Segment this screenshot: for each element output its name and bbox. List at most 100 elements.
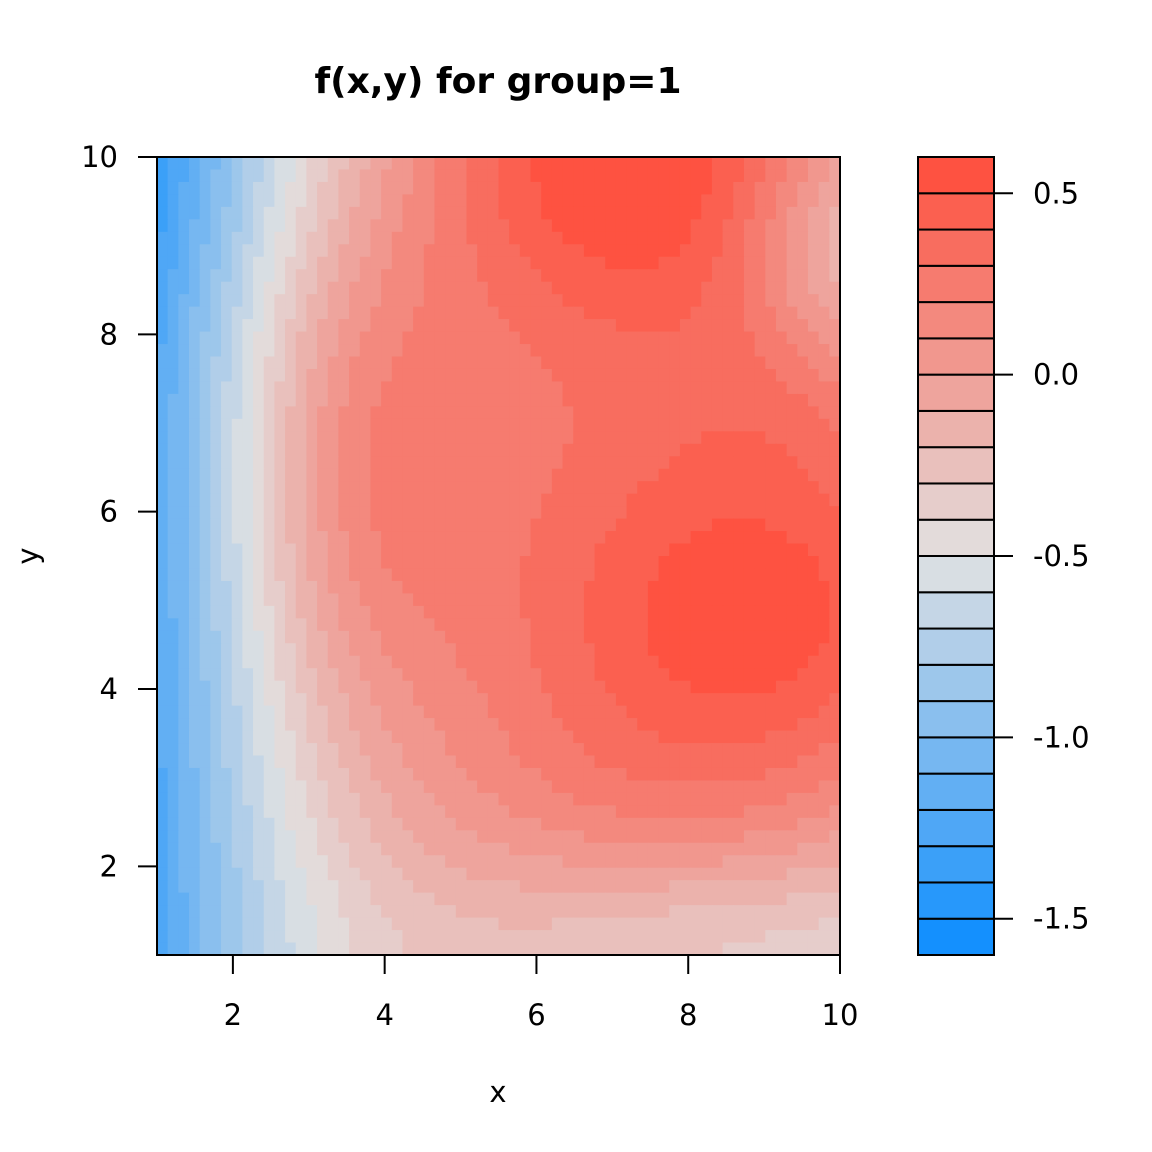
contour-cell	[733, 294, 745, 308]
contour-cell	[167, 356, 179, 370]
contour-cell	[797, 368, 809, 383]
contour-cell	[285, 830, 297, 844]
contour-cell	[370, 830, 382, 844]
contour-cell	[722, 705, 734, 719]
contour-cell	[562, 755, 574, 769]
contour-cell	[658, 256, 670, 270]
contour-cell	[733, 693, 745, 707]
contour-cell	[711, 655, 724, 669]
contour-cell	[274, 630, 286, 644]
contour-cell	[295, 356, 307, 370]
contour-cell	[690, 655, 702, 669]
contour-cell	[231, 269, 243, 283]
contour-cell	[562, 443, 574, 457]
contour-cell	[455, 256, 468, 270]
contour-cell	[167, 543, 179, 557]
contour-cell	[391, 518, 404, 532]
contour-cell	[423, 157, 436, 171]
contour-cell	[498, 892, 510, 906]
contour-cell	[701, 244, 713, 258]
contour-cell	[519, 593, 532, 607]
contour-cell	[605, 730, 617, 744]
contour-cell	[178, 668, 190, 682]
contour-cell	[370, 867, 382, 881]
contour-cell	[285, 580, 297, 595]
contour-cell	[242, 468, 254, 482]
contour-cell	[679, 755, 692, 769]
contour-cell	[391, 817, 404, 831]
contour-cell	[455, 630, 468, 644]
contour-cell	[775, 518, 788, 532]
contour-cell	[615, 892, 628, 906]
contour-cell	[189, 880, 201, 894]
contour-cell	[349, 157, 361, 171]
contour-cell	[775, 880, 788, 894]
contour-cell	[327, 481, 340, 495]
contour-cell	[381, 468, 393, 482]
contour-cell	[818, 169, 830, 183]
contour-cell	[519, 855, 532, 869]
contour-cell	[551, 181, 564, 196]
contour-cell	[669, 892, 681, 906]
contour-cell	[829, 718, 841, 732]
contour-cell	[658, 306, 670, 320]
contour-cell	[519, 181, 532, 196]
contour-cell	[423, 256, 436, 270]
contour-cell	[626, 556, 638, 570]
contour-cell	[370, 568, 382, 582]
contour-cell	[167, 580, 179, 595]
contour-cell	[818, 805, 830, 819]
contour-cell	[797, 668, 809, 682]
contour-cell	[519, 319, 532, 333]
contour-cell	[285, 206, 297, 220]
contour-cell	[509, 406, 521, 420]
contour-cell	[434, 930, 446, 944]
contour-cell	[807, 194, 820, 208]
contour-cell	[445, 294, 457, 308]
contour-cell	[477, 393, 489, 407]
contour-cell	[253, 331, 265, 345]
contour-cell	[583, 605, 596, 619]
contour-cell	[210, 506, 222, 520]
contour-cell	[242, 418, 254, 432]
contour-cell	[605, 618, 617, 632]
contour-cell	[285, 393, 297, 407]
contour-cell	[455, 568, 468, 582]
contour-cell	[594, 805, 606, 819]
contour-cell	[445, 605, 457, 619]
contour-cell	[733, 393, 745, 407]
contour-cell	[519, 393, 532, 407]
contour-cell	[199, 905, 211, 919]
contour-cell	[743, 493, 756, 507]
contour-cell	[423, 468, 436, 482]
contour-cell	[519, 905, 532, 919]
contour-cell	[167, 481, 179, 495]
contour-cell	[402, 830, 414, 844]
contour-cell	[178, 556, 190, 570]
contour-cell	[338, 817, 350, 831]
contour-cell	[765, 181, 777, 196]
contour-cell	[551, 431, 564, 445]
contour-cell	[445, 344, 457, 358]
contour-cell	[221, 917, 233, 931]
contour-cell	[263, 281, 275, 295]
contour-cell	[231, 368, 243, 383]
contour-cell	[402, 456, 414, 470]
contour-cell	[605, 693, 617, 707]
contour-cell	[701, 543, 713, 557]
contour-cell	[605, 331, 617, 345]
contour-cell	[263, 568, 275, 582]
contour-cell	[679, 157, 692, 171]
contour-cell	[509, 867, 521, 881]
contour-cell	[797, 930, 809, 944]
contour-cell	[807, 157, 820, 171]
contour-cell	[765, 418, 777, 432]
contour-cell	[466, 269, 478, 283]
contour-cell	[498, 755, 510, 769]
contour-cell	[658, 381, 670, 395]
contour-cell	[306, 344, 318, 358]
contour-cell	[434, 506, 446, 520]
contour-cell	[242, 905, 254, 919]
contour-cell	[669, 169, 681, 183]
contour-cell	[743, 194, 756, 208]
